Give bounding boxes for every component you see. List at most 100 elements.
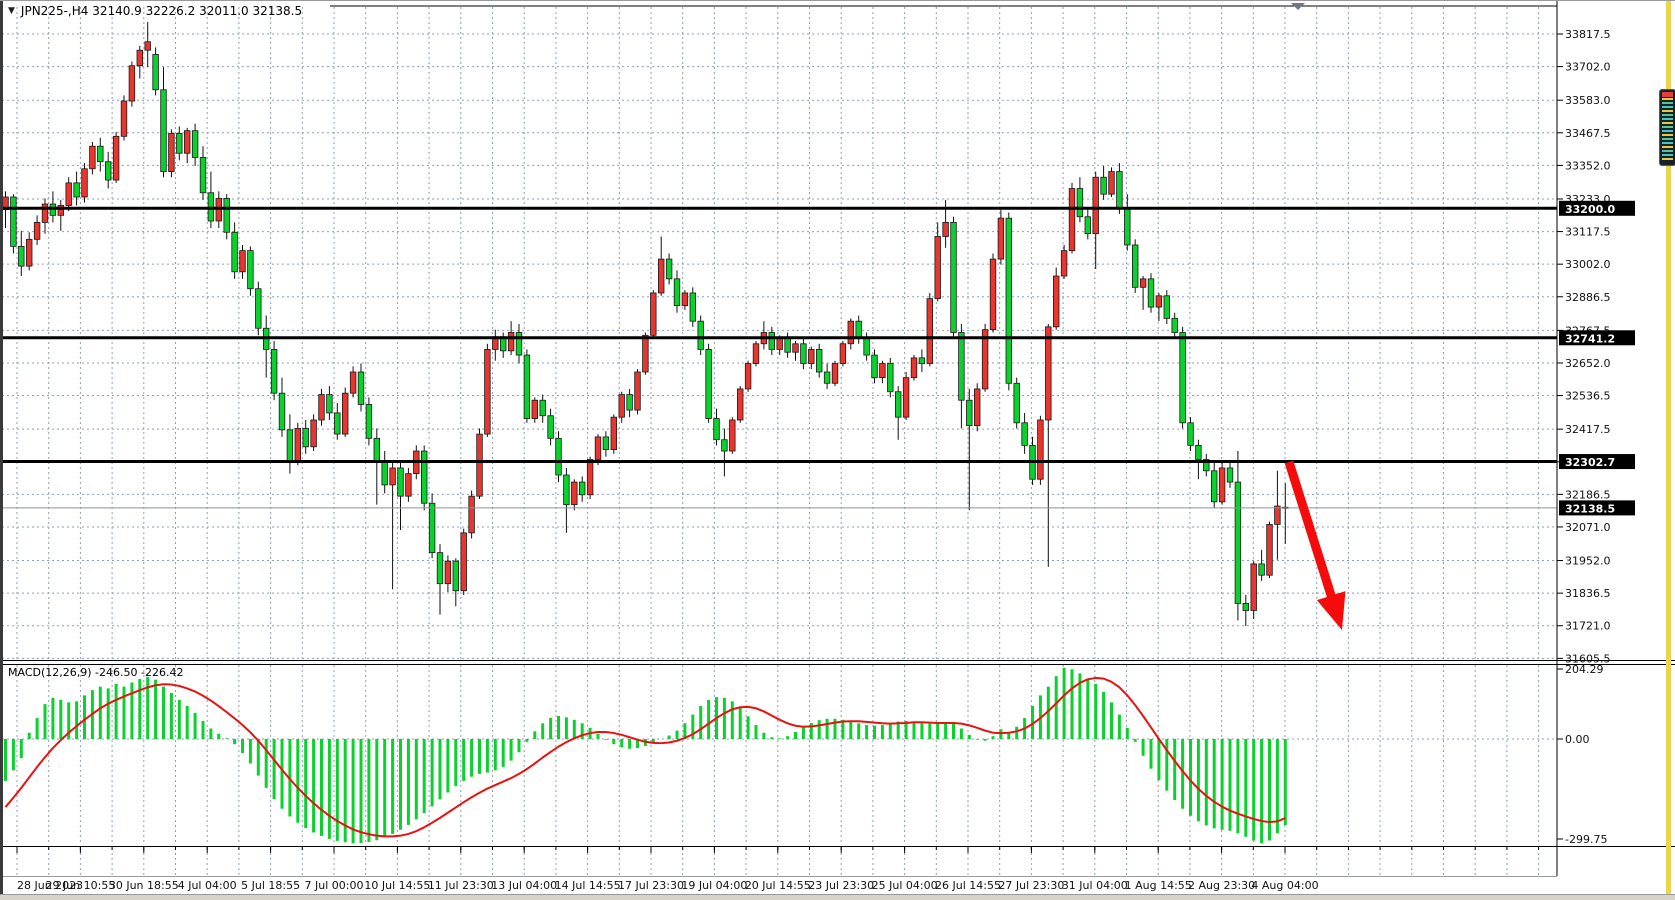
bear-candle [105, 161, 112, 181]
bull-candle [902, 377, 910, 418]
bear-candle [966, 399, 973, 427]
bull-candle [294, 428, 301, 462]
bull-candle [981, 329, 989, 390]
bear-candle [247, 250, 254, 290]
bear-candle [286, 429, 294, 462]
time-axis-label: 2 Aug 23:30 [1188, 879, 1255, 892]
bear-candle [420, 450, 428, 504]
bear-candle [555, 437, 562, 476]
bear-candle [160, 89, 167, 172]
chart-shift-marker-icon[interactable] [1291, 3, 1305, 10]
bull-candle [571, 481, 578, 506]
bull-candle [1218, 467, 1226, 503]
macd-indicator-label: MACD(12,26,9) -246.50 -226.42 [8, 666, 184, 679]
trend-arrow-annotation[interactable] [1284, 460, 1346, 630]
level-price-tag-bg [1559, 330, 1635, 346]
symbol-dropdown-icon[interactable]: ▼ [8, 5, 15, 16]
bear-candle [602, 436, 610, 451]
arrow-shaft [1284, 460, 1338, 603]
bear-candle [1242, 603, 1249, 611]
bear-candle [1195, 444, 1202, 460]
price-axis-label: 32417.5 [1565, 423, 1611, 436]
time-axis-label: 5 Jul 18:55 [241, 879, 300, 892]
bull-candle [468, 495, 475, 534]
bull-candle [737, 388, 744, 421]
time-axis-label: 7 Jul 00:00 [305, 879, 364, 892]
bear-candle [515, 332, 523, 356]
bull-candle [1060, 250, 1068, 277]
bear-candle [665, 258, 673, 280]
time-axis-label: 28 Jun 2023 [17, 879, 83, 892]
price-axis-label: 33817.5 [1565, 28, 1611, 41]
bear-candle [302, 428, 309, 448]
bull-candle [634, 371, 641, 411]
bear-candle [800, 343, 807, 364]
scrollbar-thumb-cap [1662, 92, 1673, 97]
level-price-tag-text: 32302.7 [1565, 456, 1615, 469]
bear-candle [697, 320, 704, 350]
bear-candle [705, 349, 712, 419]
bull-candle [136, 49, 143, 67]
bull-candle [839, 343, 847, 364]
time-axis-label: 30 Jun 18:55 [109, 879, 179, 892]
bull-candle [318, 394, 325, 421]
bull-candle [776, 337, 783, 350]
bear-candle [855, 320, 862, 339]
bear-candle [436, 552, 444, 585]
bear-candle [816, 349, 823, 373]
current-price-tag-text: 32138.5 [1565, 502, 1615, 515]
price-axis-label: 33702.0 [1565, 61, 1611, 74]
bear-candle [713, 418, 720, 441]
bear-candle [278, 392, 286, 431]
window-bottom-strip [0, 894, 1675, 900]
window-left-border [0, 1, 3, 894]
bear-candle [1258, 563, 1265, 576]
price-axis-label: 31605.5 [1565, 652, 1611, 665]
price-axis-label: 33117.5 [1565, 226, 1611, 239]
bear-candle [1084, 216, 1091, 235]
bull-candle [594, 436, 602, 460]
bull-candle [910, 357, 918, 379]
bear-candle [365, 404, 373, 439]
bear-candle [579, 481, 586, 496]
time-axis-label: 10 Jul 14:55 [364, 879, 430, 892]
bear-candle [1013, 382, 1020, 424]
bear-candle [10, 196, 17, 247]
bull-candle [1053, 275, 1060, 328]
bull-candle [476, 433, 483, 497]
bear-candle [381, 461, 388, 486]
bull-candle [65, 182, 72, 206]
bear-candle [1147, 278, 1155, 308]
bear-candle [689, 292, 696, 322]
symbol-ohlc-text: JPN225-,H4 32140.9 32226.2 32011.0 32138… [20, 4, 303, 18]
time-axis-label: 31 Jul 04:00 [1062, 879, 1128, 892]
bear-candle [673, 278, 681, 307]
bear-candle [1171, 317, 1178, 333]
scrollbar-thumb[interactable] [1659, 89, 1675, 166]
time-axis-label: 19 Jul 04:00 [681, 879, 747, 892]
time-axis-label: 4 Jul 04:00 [178, 879, 237, 892]
bull-candle [942, 222, 949, 237]
current-price-tag-bg [1559, 500, 1635, 516]
bear-candle [1076, 188, 1084, 218]
bull-candle [1092, 176, 1099, 235]
bull-candle [57, 205, 64, 216]
bear-candle [452, 560, 459, 592]
time-axis-label: 26 Jul 14:55 [935, 879, 1001, 892]
bear-candle [1124, 207, 1131, 246]
bear-candle [176, 133, 183, 154]
bull-candle [831, 363, 839, 384]
bull-candle [1037, 419, 1044, 480]
bear-candle [373, 437, 380, 463]
bear-candle [1021, 422, 1028, 446]
bear-candle [199, 157, 207, 194]
macd-histogram [4, 667, 1287, 844]
bull-candle [183, 130, 191, 154]
bear-candle [1163, 295, 1170, 319]
bull-candle [847, 320, 854, 345]
bull-candle [25, 238, 33, 267]
bear-candle [1132, 244, 1139, 288]
bull-candle [144, 41, 151, 51]
bear-candle [18, 245, 25, 267]
